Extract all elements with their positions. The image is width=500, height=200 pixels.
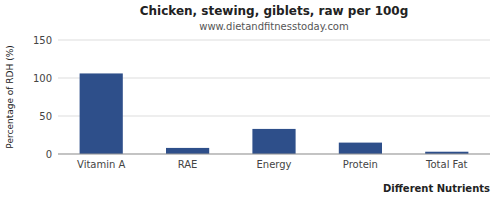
x-tick-label: Energy [256,159,291,170]
grid-line [58,154,490,155]
subtitle: www.dietandfitnesstoday.com [199,21,348,32]
bar [339,143,382,154]
chart-svg: 0 50 100 150 Vitamin A RAE Energy Protein Total … [0,0,500,200]
x-axis-label: Different Nutrients [383,183,490,194]
x-tick-label: RAE [178,159,198,170]
y-tick-label: 150 [33,35,52,46]
x-axis: Vitamin A RAE Energy Protein Total Fat [77,159,468,170]
y-tick-label: 100 [33,73,52,84]
x-tick-label: Total Fat [425,159,467,170]
bar [166,148,209,154]
y-grid [58,40,490,154]
bars [80,73,469,154]
title: Chicken, stewing, giblets, raw per 100g [140,4,409,18]
y-tick-label: 50 [39,111,52,122]
y-tick-label: 0 [46,149,52,160]
x-tick-label: Vitamin A [77,159,125,170]
y-axis-label: Percentage of RDH (%) [5,45,15,148]
x-tick-label: Protein [343,159,378,170]
chart-container: 0 50 100 150 Vitamin A RAE Energy Protein Total … [0,0,500,200]
x-axis-line [58,154,490,155]
bar [252,129,295,154]
grid-line [58,40,490,41]
y-axis: 0 50 100 150 [33,35,52,160]
bar [80,73,123,154]
